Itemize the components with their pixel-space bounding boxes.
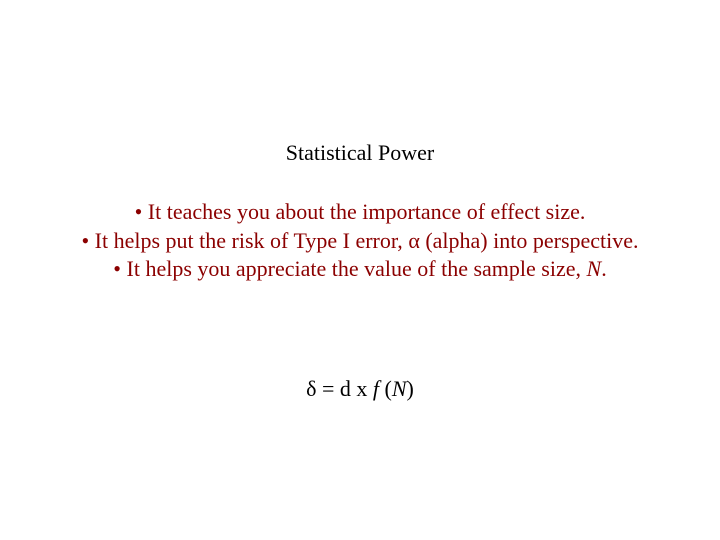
formula: δ = d x f (N)	[0, 376, 720, 402]
bullet-list: • It teaches you about the importance of…	[0, 198, 720, 284]
bullet-3-prefix: • It helps you appreciate the value of t…	[113, 256, 586, 281]
alpha-symbol: α	[408, 228, 420, 253]
formula-open: (	[385, 376, 392, 401]
bullet-1-text: • It teaches you about the importance of…	[135, 199, 586, 224]
formula-f: f	[373, 376, 385, 401]
slide: Statistical Power • It teaches you about…	[0, 0, 720, 540]
formula-eq: = d x	[316, 376, 372, 401]
n-symbol: N	[587, 256, 602, 281]
bullet-3-suffix: .	[601, 256, 607, 281]
formula-close: )	[407, 376, 414, 401]
bullet-2: • It helps put the risk of Type I error,…	[0, 227, 720, 256]
formula-n: N	[392, 376, 407, 401]
slide-title: Statistical Power	[0, 140, 720, 166]
bullet-1: • It teaches you about the importance of…	[0, 198, 720, 227]
bullet-2-prefix: • It helps put the risk of Type I error,	[81, 228, 408, 253]
delta-symbol: δ	[306, 376, 316, 401]
bullet-2-suffix: (alpha) into perspective.	[420, 228, 639, 253]
bullet-3: • It helps you appreciate the value of t…	[0, 255, 720, 284]
